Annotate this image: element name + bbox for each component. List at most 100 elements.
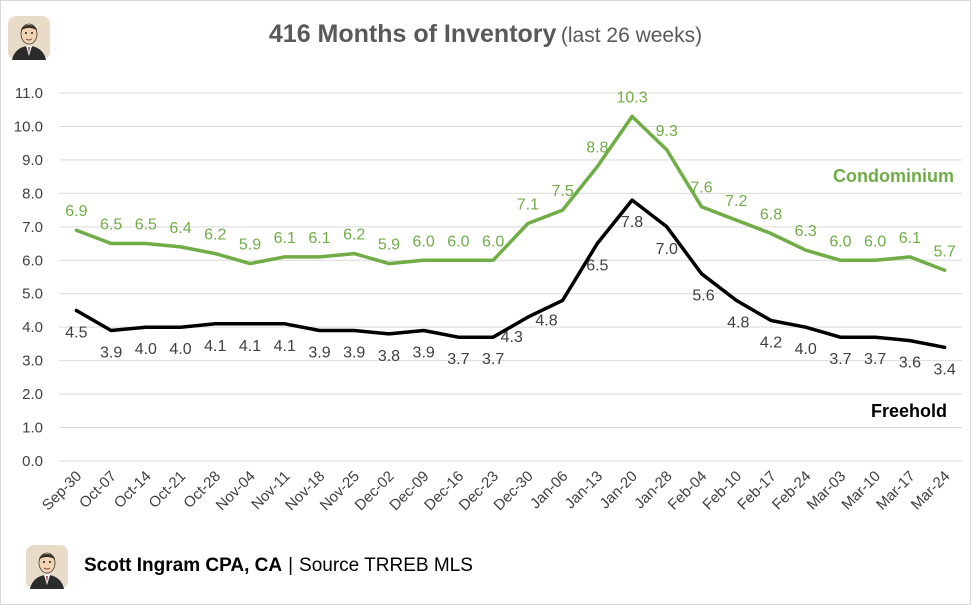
data-label-condominium: 6.4 xyxy=(169,220,191,237)
x-tick-label: Oct-21 xyxy=(146,468,190,512)
y-tick-label: 1.0 xyxy=(22,420,43,437)
data-label-freehold: 7.8 xyxy=(621,214,643,231)
data-label-freehold: 4.1 xyxy=(204,338,226,355)
data-point-freehold xyxy=(700,272,704,276)
data-point-freehold xyxy=(179,325,183,329)
y-tick-label: 5.0 xyxy=(22,286,43,303)
data-label-condominium: 6.3 xyxy=(795,223,817,240)
data-point-condominium xyxy=(873,258,877,262)
data-label-freehold: 4.8 xyxy=(727,314,749,331)
data-point-condominium xyxy=(526,221,530,225)
data-point-condominium xyxy=(422,258,426,262)
data-point-freehold xyxy=(665,225,669,229)
gridlines xyxy=(59,92,962,462)
data-label-condominium: 7.2 xyxy=(725,193,747,210)
y-tick-label: 8.0 xyxy=(22,185,43,202)
chart-title: 416 Months of Inventory (last 26 weeks) xyxy=(0,20,971,49)
footer-separator: | xyxy=(288,555,294,576)
series-line-freehold xyxy=(74,198,947,350)
data-label-freehold: 4.2 xyxy=(760,334,782,351)
data-label-condominium: 6.0 xyxy=(864,233,886,250)
data-label-condominium: 6.2 xyxy=(343,227,365,244)
data-label-condominium: 6.1 xyxy=(899,230,921,247)
x-tick-label: Mar-24 xyxy=(908,468,954,514)
data-point-freehold xyxy=(74,308,78,312)
data-point-condominium xyxy=(734,218,738,222)
data-point-condominium xyxy=(561,208,565,212)
footer-source: Source TRREB MLS xyxy=(299,555,473,576)
data-label-condominium: 6.0 xyxy=(447,233,469,250)
y-tick-label: 9.0 xyxy=(22,152,43,169)
data-label-condominium: 6.5 xyxy=(100,217,122,234)
y-tick-label: 7.0 xyxy=(22,219,43,236)
data-label-freehold: 3.6 xyxy=(899,355,921,372)
data-label-freehold: 4.1 xyxy=(274,338,296,355)
data-point-freehold xyxy=(317,329,321,333)
data-point-condominium xyxy=(700,205,704,209)
series-label-freehold: Freehold xyxy=(871,401,947,421)
data-label-freehold: 3.9 xyxy=(100,345,122,362)
data-label-condominium: 6.0 xyxy=(482,233,504,250)
x-tick-label: Oct-14 xyxy=(111,468,155,512)
data-point-freehold xyxy=(526,315,530,319)
data-label-freehold: 4.0 xyxy=(135,341,157,358)
y-axis-ticks: 0.0 1.0 2.0 3.0 4.0 5.0 6.0 7.0 8.0 9.0 10.0 11.0 xyxy=(14,85,43,470)
data-point-condominium xyxy=(908,255,912,259)
author-portrait-icon xyxy=(8,16,50,60)
x-tick-label: Jan-06 xyxy=(527,468,571,512)
chart-title-sub: (last 26 weeks) xyxy=(560,24,703,47)
y-tick-label: 6.0 xyxy=(22,252,43,269)
data-label-freehold: 3.9 xyxy=(343,345,365,362)
data-label-condominium: 7.1 xyxy=(517,196,539,213)
data-point-condominium xyxy=(109,242,113,246)
data-label-condominium: 7.5 xyxy=(551,183,573,200)
data-label-condominium: 6.2 xyxy=(204,227,226,244)
data-label-freehold: 6.5 xyxy=(586,258,608,275)
y-tick-label: 0.0 xyxy=(22,453,43,470)
data-label-condominium: 6.9 xyxy=(65,203,87,220)
data-label-freehold: 3.9 xyxy=(308,345,330,362)
data-point-freehold xyxy=(352,329,356,333)
y-tick-label: 11.0 xyxy=(15,85,43,102)
data-point-condominium xyxy=(387,262,391,266)
x-axis-ticks: Sep-30Oct-07Oct-14Oct-21Oct-28Nov-04Nov-… xyxy=(39,468,953,514)
series-label-condominium: Condominium xyxy=(833,166,954,186)
data-point-condominium xyxy=(283,255,287,259)
data-label-freehold: 3.7 xyxy=(829,351,851,368)
data-point-condominium xyxy=(665,148,669,152)
data-point-freehold xyxy=(387,332,391,336)
data-point-condominium xyxy=(317,255,321,259)
data-point-freehold xyxy=(595,242,599,246)
data-label-condominium: 9.3 xyxy=(656,123,678,140)
data-point-freehold xyxy=(109,329,113,333)
data-point-freehold xyxy=(422,329,426,333)
data-point-condominium xyxy=(74,228,78,232)
data-point-freehold xyxy=(873,335,877,339)
data-labels: 6.9 6.5 6.5 6.4 6.2 5.9 6.1 6.1 6.2 5.9 6.0 6.0 6.0 7… xyxy=(65,89,956,378)
data-point-freehold xyxy=(456,335,460,339)
data-label-freehold: 4.5 xyxy=(65,324,87,341)
data-label-condominium: 6.8 xyxy=(760,207,782,224)
data-point-condominium xyxy=(630,114,634,118)
data-label-freehold: 3.7 xyxy=(864,351,886,368)
data-label-condominium: 6.0 xyxy=(413,233,435,250)
data-point-condominium xyxy=(804,248,808,252)
data-label-freehold: 4.0 xyxy=(169,341,191,358)
series-line-condominium xyxy=(74,114,947,273)
data-point-condominium xyxy=(352,252,356,256)
data-point-freehold xyxy=(144,325,148,329)
data-point-freehold xyxy=(213,322,217,326)
data-point-freehold xyxy=(804,325,808,329)
x-tick-label: Jan-20 xyxy=(596,468,640,512)
data-label-freehold: 3.7 xyxy=(482,351,504,368)
data-point-freehold xyxy=(561,298,565,302)
data-point-condominium xyxy=(456,258,460,262)
data-point-condominium xyxy=(213,252,217,256)
data-label-freehold: 4.1 xyxy=(239,338,261,355)
data-label-freehold: 3.8 xyxy=(378,348,400,365)
data-point-condominium xyxy=(943,268,947,272)
y-tick-label: 10.0 xyxy=(14,118,43,135)
data-label-condominium: 5.7 xyxy=(934,243,956,260)
data-point-freehold xyxy=(283,322,287,326)
data-point-freehold xyxy=(943,345,947,349)
